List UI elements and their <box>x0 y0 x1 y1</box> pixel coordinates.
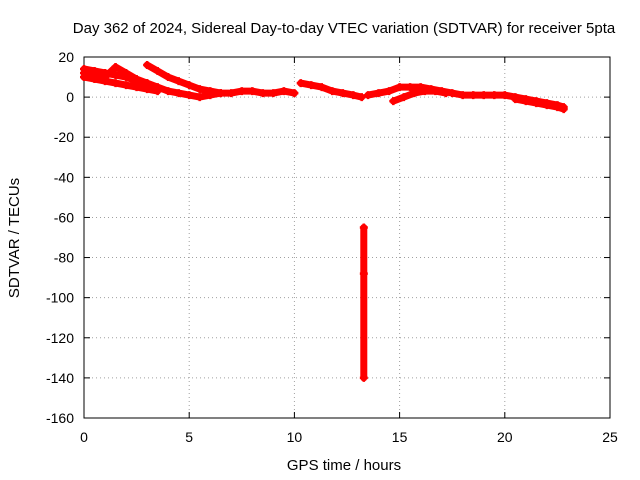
data-point <box>227 89 236 98</box>
y-tick-label: -100 <box>46 290 74 306</box>
data-point <box>111 79 120 88</box>
data-point <box>359 269 368 278</box>
data-point <box>532 99 541 108</box>
x-tick-label: 20 <box>497 429 513 445</box>
series-track-2 <box>80 73 162 96</box>
series-track-8 <box>511 95 568 114</box>
y-tick-label: -20 <box>54 129 74 145</box>
y-tick-label: -120 <box>46 330 74 346</box>
data-point <box>174 77 183 86</box>
data-point <box>385 87 394 96</box>
x-tick-labels: 0 5 10 15 20 25 <box>80 429 618 445</box>
grid-lines <box>84 57 610 418</box>
data-point <box>359 223 368 232</box>
data-point <box>420 87 429 96</box>
y-tick-label: 0 <box>66 89 74 105</box>
data-point <box>132 75 141 84</box>
series-outliers <box>359 223 368 382</box>
series-track-3 <box>80 63 152 88</box>
data-point <box>359 373 368 382</box>
data-point <box>364 91 373 100</box>
data-point <box>500 91 509 100</box>
series-track-4 <box>143 61 225 98</box>
y-tick-label: 20 <box>58 49 74 65</box>
data-point <box>458 91 467 100</box>
y-tick-label: -40 <box>54 169 74 185</box>
y-tick-labels: -160 -140 -120 -100 -80 -60 -40 -20 0 20 <box>46 49 74 426</box>
data-point <box>374 89 383 98</box>
data-point <box>399 93 408 102</box>
data-point <box>153 67 162 76</box>
data-point <box>521 97 530 106</box>
data-point <box>111 63 120 72</box>
data-point <box>164 87 173 96</box>
y-tick-label: -60 <box>54 209 74 225</box>
data-point <box>338 89 347 98</box>
x-tick-label: 10 <box>287 429 303 445</box>
data-point <box>164 73 173 82</box>
y-tick-label: -160 <box>46 410 74 426</box>
data-point <box>328 87 337 96</box>
y-tick-label: -80 <box>54 250 74 266</box>
data-point <box>296 79 305 88</box>
data-point <box>410 89 419 98</box>
y-axis-label: SDTVAR / TECUs <box>6 178 23 298</box>
x-axis-label: GPS time / hours <box>287 457 401 474</box>
x-tick-label: 5 <box>185 429 193 445</box>
axis-ticks <box>83 56 611 419</box>
data-point <box>185 91 194 100</box>
data-point <box>479 91 488 100</box>
data-point <box>279 87 288 96</box>
data-point <box>90 71 99 80</box>
data-point <box>132 83 141 92</box>
data-point <box>258 89 267 98</box>
data-point <box>269 89 278 98</box>
data-point <box>559 105 568 114</box>
data-point <box>248 87 257 96</box>
x-tick-label: 0 <box>80 429 88 445</box>
data-point <box>122 81 131 90</box>
data-point <box>490 91 499 100</box>
series-track-7 <box>389 87 450 106</box>
data-point <box>111 71 120 80</box>
plot-frame <box>83 56 611 419</box>
chart-title: Day 362 of 2024, Sidereal Day-to-day VTE… <box>73 20 616 37</box>
data-point <box>357 93 366 102</box>
data-points <box>80 61 568 382</box>
data-point <box>143 79 152 88</box>
data-point <box>395 83 404 92</box>
data-point <box>441 89 450 98</box>
data-point <box>307 81 316 90</box>
data-point <box>431 87 440 96</box>
data-point <box>553 103 562 112</box>
data-point <box>349 91 358 100</box>
x-tick-label: 15 <box>392 429 408 445</box>
data-point <box>185 81 194 90</box>
data-point <box>237 87 246 96</box>
series-track-5 <box>296 79 366 102</box>
data-point <box>542 101 551 110</box>
data-point <box>290 89 299 98</box>
data-point <box>469 91 478 100</box>
data-point <box>101 73 110 82</box>
data-point <box>174 89 183 98</box>
data-point <box>195 93 204 102</box>
data-point <box>511 95 520 104</box>
data-point <box>153 87 162 96</box>
data-point <box>143 61 152 70</box>
data-point <box>389 97 398 106</box>
y-tick-label: -140 <box>46 370 74 386</box>
data-point <box>195 85 204 94</box>
data-point <box>206 87 215 96</box>
data-point <box>122 69 131 78</box>
data-point <box>317 83 326 92</box>
data-point <box>80 69 88 78</box>
x-tick-label: 25 <box>602 429 618 445</box>
data-point <box>406 83 415 92</box>
data-point <box>216 89 225 98</box>
